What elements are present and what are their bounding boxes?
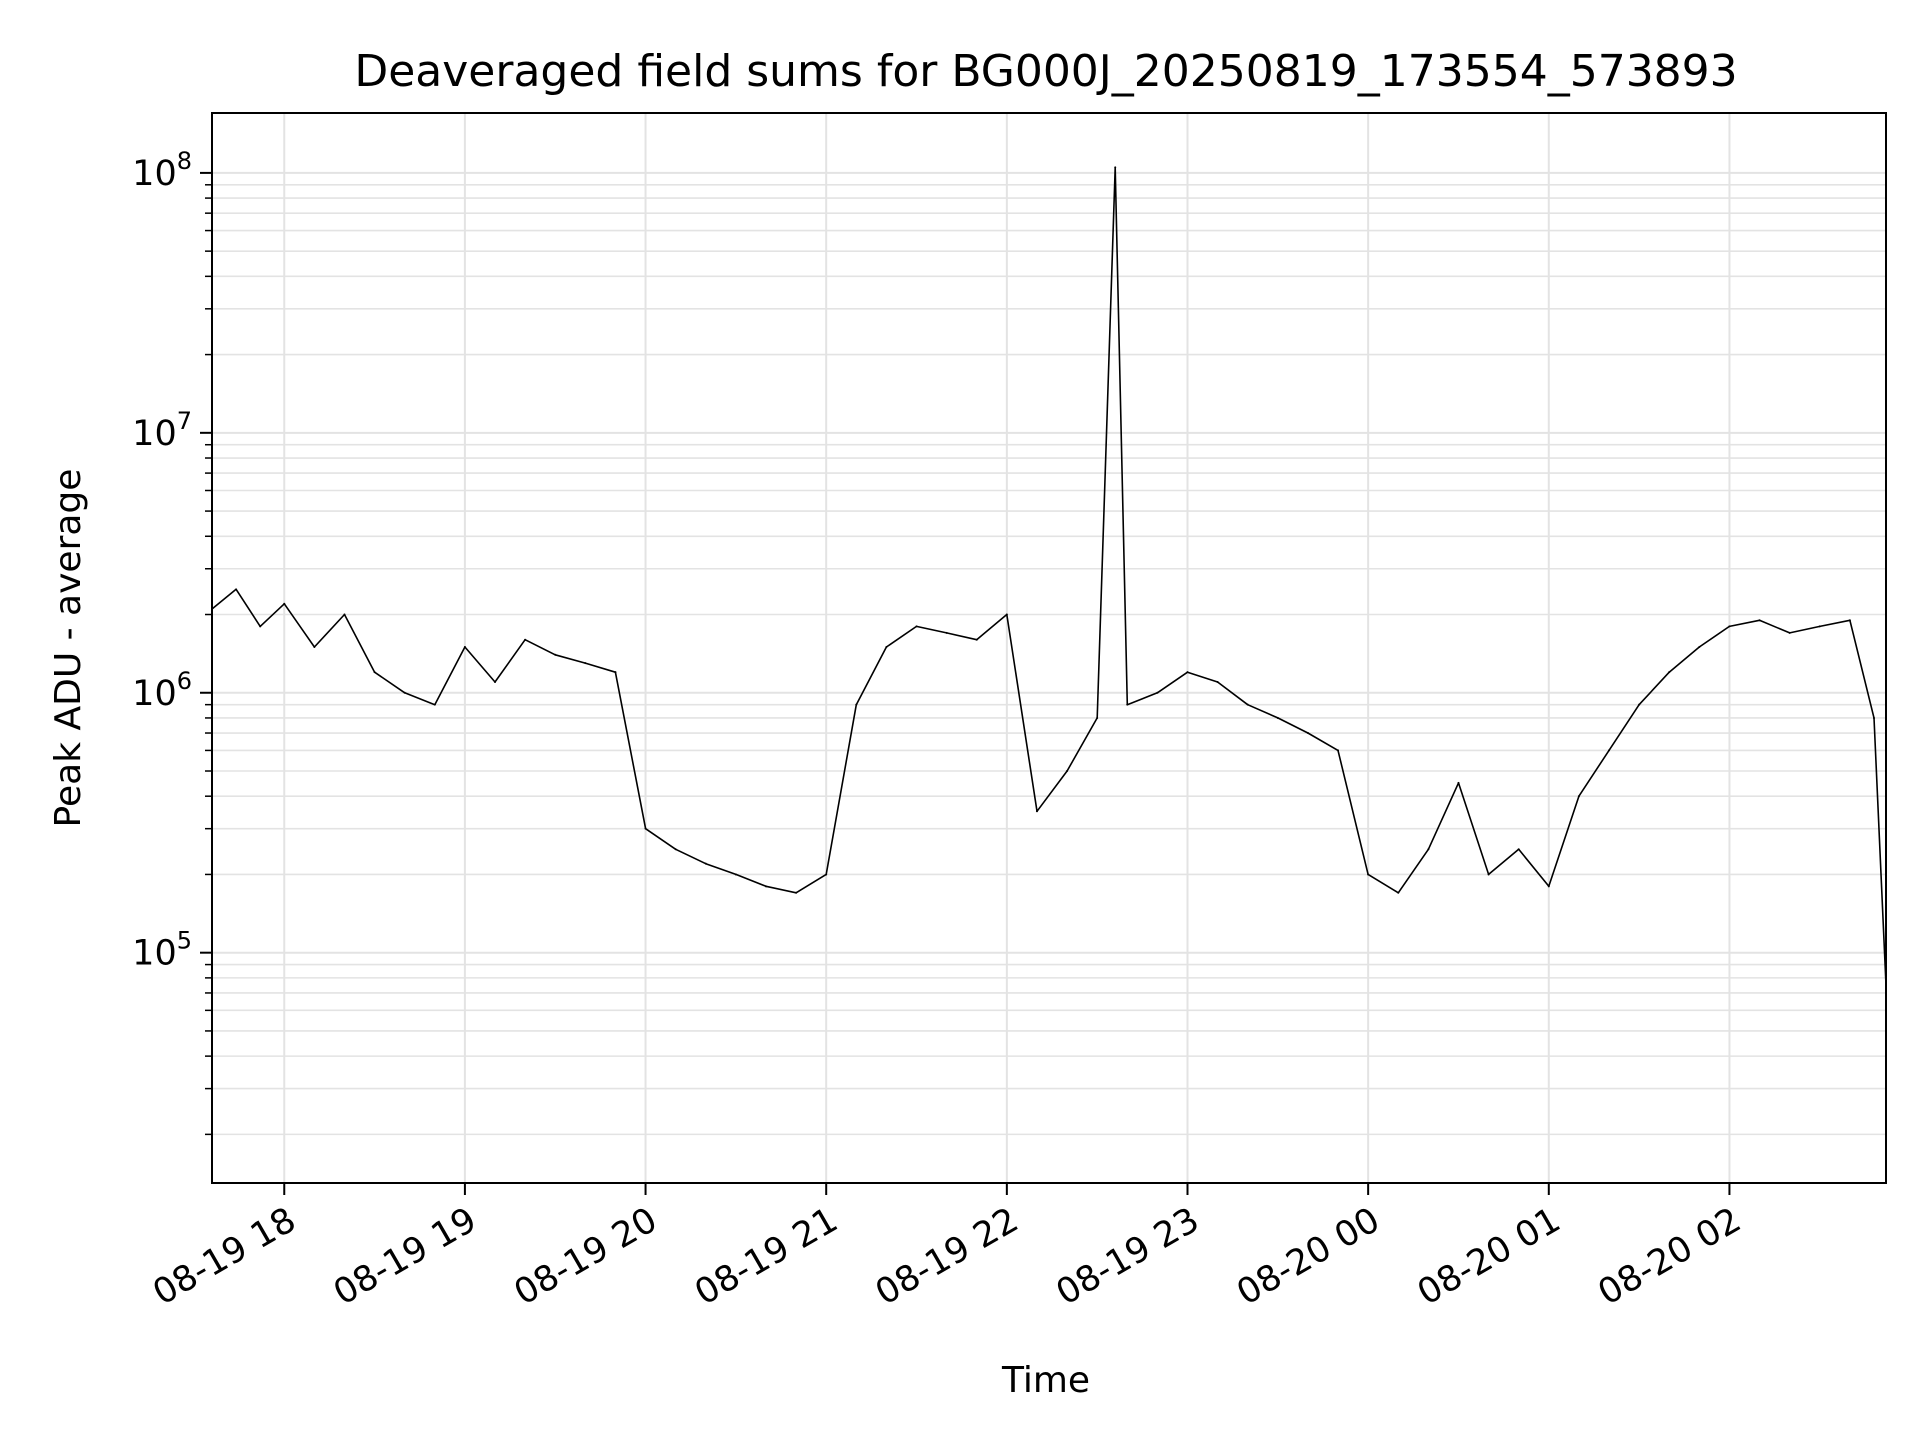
data-point [463,645,466,648]
data-point [704,862,707,865]
data-point [795,891,798,894]
data-point [524,638,527,641]
data-point [283,602,286,605]
data-point [403,691,406,694]
series-group [211,166,1887,987]
data-point [1758,619,1761,622]
data-point [1246,703,1249,706]
data-point [945,631,948,634]
y-axis-label: Peak ADU - average [48,469,89,828]
data-point [885,645,888,648]
data-point [343,613,346,616]
data-point [644,827,647,830]
data-point [1035,810,1038,813]
data-point [915,625,918,628]
data-point [1698,645,1701,648]
data-point [1547,885,1550,888]
y-tick-label: 107 [132,407,192,454]
data-point [975,638,978,641]
data-point [1066,770,1069,773]
data-point [494,680,497,683]
data-point [1608,749,1611,752]
data-point [1728,625,1731,628]
data-point [1848,619,1851,622]
x-axis-label: Time [1001,1360,1090,1401]
data-point [433,703,436,706]
data-point [235,588,238,591]
data-point [674,848,677,851]
data-point [1096,716,1099,719]
data-point [1126,703,1129,706]
data-point [1306,732,1309,735]
data-point [1818,625,1821,628]
y-axis: 105 106 107 108 [132,147,212,1136]
data-point [1367,873,1370,876]
data-point [1872,716,1875,719]
data-point [1114,166,1117,169]
y-tick-label: 106 [132,667,192,714]
data-point [259,625,262,628]
data-point [1457,781,1460,784]
y-tick-label: 105 [132,927,192,974]
plot-frame [211,112,1887,1184]
data-point [764,885,767,888]
data-point [1337,749,1340,752]
data-point [1577,795,1580,798]
data-point [1517,848,1520,851]
data-point [1427,848,1430,851]
data-point [313,645,316,648]
data-point [855,703,858,706]
data-point [1788,631,1791,634]
data-point [1186,671,1189,674]
data-point [825,873,828,876]
grid [212,113,1886,1183]
data-point [1397,891,1400,894]
data-point [734,873,737,876]
data-point [1668,671,1671,674]
data-point [1276,716,1279,719]
data-point [373,671,376,674]
data-point [1216,680,1219,683]
y-tick-label: 108 [132,147,192,194]
data-point [1487,873,1490,876]
data-point [554,653,557,656]
data-point [1156,691,1159,694]
data-point [1638,703,1641,706]
data-point [1005,613,1008,616]
data-point [584,662,587,665]
chart-title: Deaveraged field sums for BG000J_2025081… [354,46,1737,97]
data-point [614,671,617,674]
